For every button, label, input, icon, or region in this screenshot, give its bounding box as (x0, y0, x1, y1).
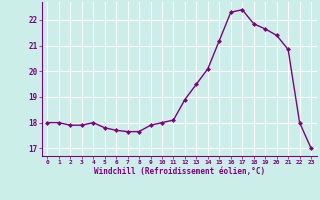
X-axis label: Windchill (Refroidissement éolien,°C): Windchill (Refroidissement éolien,°C) (94, 167, 265, 176)
